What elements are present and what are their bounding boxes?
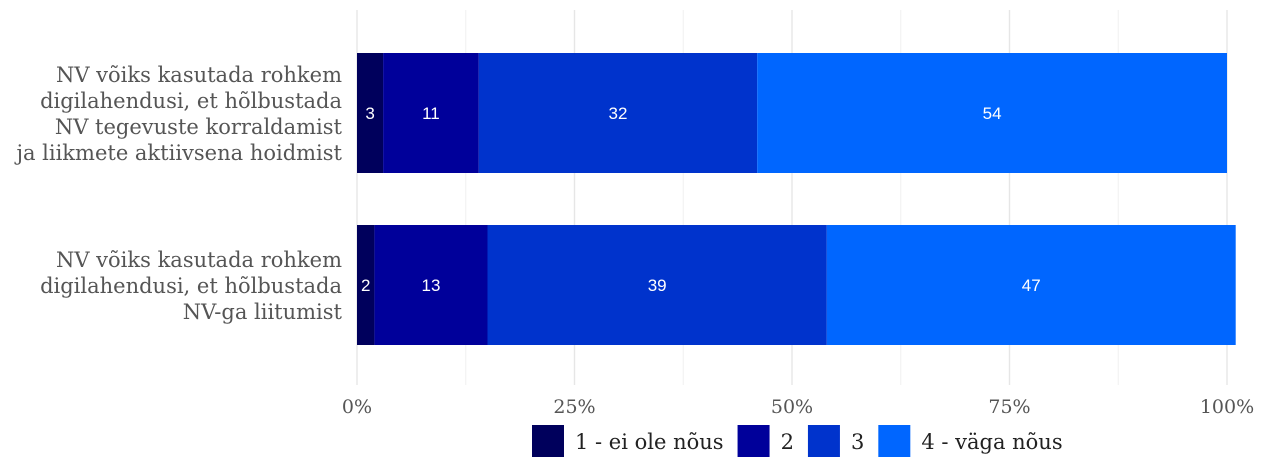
category-label: NV võiks kasutada rohkem digilahendusi, e… [13, 63, 342, 165]
category-labels: NV võiks kasutada rohkem digilahendusi, e… [13, 63, 342, 324]
legend-swatch [878, 425, 911, 457]
category-label: NV võiks kasutada rohkem digilahendusi, e… [40, 248, 342, 324]
legend-label: 2 [781, 430, 794, 454]
legend-swatch [807, 425, 840, 457]
x-tick-label: 75% [988, 396, 1030, 418]
bar-segment [487, 225, 827, 345]
x-tick-label: 50% [771, 396, 813, 418]
bar-segment [478, 53, 758, 173]
bar-segment [383, 53, 479, 173]
bar-value-label: 2 [361, 276, 370, 295]
bar-segment [374, 225, 488, 345]
bar-value-label: 39 [648, 276, 667, 295]
bar-segment [826, 225, 1236, 345]
bar-value-label: 32 [609, 104, 628, 123]
bar-value-label: 3 [365, 104, 374, 123]
bar-segment [357, 53, 384, 173]
bar-value-label: 54 [983, 104, 1002, 123]
legend-label: 1 - ei ole nõus [575, 430, 724, 454]
legend-label: 4 - väga nõus [921, 430, 1062, 454]
legend-swatch [532, 425, 564, 457]
x-tick-label: 0% [342, 396, 372, 418]
legend-label: 3 [851, 430, 864, 454]
x-tick-label: 100% [1200, 396, 1254, 418]
bar-value-label: 13 [421, 276, 440, 295]
bar-value-label: 11 [422, 104, 440, 123]
x-tick-label: 25% [553, 396, 595, 418]
x-axis-ticks: 0% 25% 50% 75% 100% [342, 396, 1254, 418]
bar-value-label: 47 [1022, 276, 1041, 295]
bar-segment [357, 225, 375, 345]
bar-segment [757, 53, 1227, 173]
bars: 3 11 32 54 2 13 39 47 [357, 53, 1236, 345]
legend: 1 - ei ole nõus 2 3 4 - väga nõus [532, 425, 1063, 457]
legend-swatch [737, 425, 770, 457]
